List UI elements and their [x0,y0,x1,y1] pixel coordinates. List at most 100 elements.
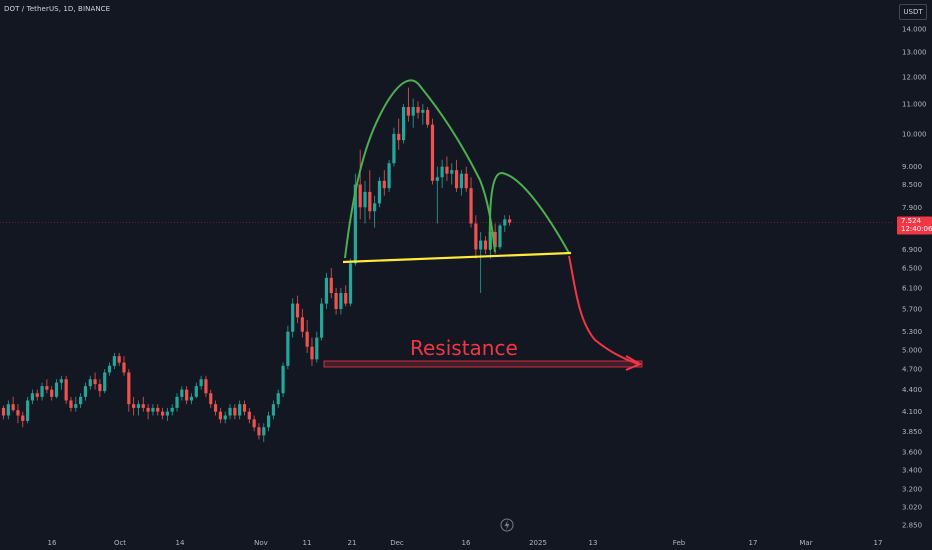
candle-body [209,393,213,405]
projection-arrow[interactable] [568,255,639,365]
x-tick-label: 14 [176,539,185,547]
candle-body [252,419,256,428]
candle-body [300,317,304,332]
candle-body [320,303,324,338]
candle-body [459,173,463,189]
candle-body [324,277,329,304]
candle-body [204,379,208,394]
candlestick-series [1,87,512,442]
y-tick-label: 5.000 [902,346,922,354]
price-axis[interactable]: 14.000 13.000 12.000 11.000 10.000 9.000 8.500… [902,26,927,530]
x-tick-label: Nov [254,539,268,547]
candle-body [233,407,237,416]
candle-body [45,386,49,390]
candle-body [160,411,165,416]
candle-body [1,407,6,416]
candle-body [213,404,218,412]
candle-body [127,372,131,405]
y-tick-label: 14.000 [902,26,927,34]
candle-body [30,393,35,401]
countdown-value: 12:40:06 [901,225,932,233]
candle-body [59,379,63,383]
y-tick-label: 3.400 [902,467,922,475]
candle-body [64,379,68,401]
candle-body [146,407,150,412]
candle-body [339,293,343,310]
current-price-tag: 7.524 12:40:06 [897,216,932,235]
candle-body [88,379,92,387]
candle-body [151,407,155,412]
y-tick-label: 6.500 [902,265,922,273]
current-price-value: 7.524 [901,217,922,225]
candle-body [26,400,30,421]
x-tick-label: 16 [462,539,471,547]
candle-body [498,225,502,248]
candle-body [194,386,198,397]
candle-body [368,191,372,212]
resistance-label[interactable]: Resistance [410,336,518,360]
candle-body [228,407,232,416]
candle-body [271,404,276,416]
candle-body [483,240,488,250]
candle-body [305,331,309,347]
candle-body [435,177,439,181]
candle-body [165,411,169,416]
candle-body [122,362,126,373]
y-tick-label: 6.100 [902,284,922,292]
candle-body [35,393,39,397]
time-axis[interactable]: 16 Oct 14 Nov 11 21 Dec 16 2025 13 Feb 17 Mar 17 [48,539,883,547]
y-tick-label: 9.000 [902,163,922,171]
candle-body [83,386,88,397]
x-tick-label: 11 [303,539,312,547]
y-tick-label: 8.500 [902,181,922,189]
candle-body [358,184,362,208]
candle-body [50,389,54,397]
resistance-zone[interactable] [323,360,643,368]
y-tick-label: 5.300 [902,328,922,336]
candle-body [348,263,353,304]
candle-body [16,410,20,416]
candle-body [170,407,174,412]
lightning-bolt-icon[interactable] [500,518,514,532]
y-tick-label: 12.000 [902,74,927,82]
y-tick-label: 11.000 [902,101,927,109]
x-tick-label: Mar [799,539,812,547]
candle-body [406,106,410,116]
currency-button[interactable]: USDT [899,4,927,20]
candle-body [112,356,116,366]
candle-body [223,415,227,420]
candle-body [281,365,285,394]
candle-body [103,372,107,392]
x-tick-label: 17 [749,539,758,547]
candle-body [334,293,338,310]
projection-arrow-head [625,355,643,371]
candle-body [79,396,83,405]
candle-body [156,407,160,412]
symbol-title[interactable]: DOT / TetherUS, 1D, BINANCE [4,5,111,13]
x-tick-label: 21 [348,539,357,547]
candle-body [508,219,512,223]
candle-body [54,382,59,397]
candle-body [74,404,78,408]
candle-body [469,188,473,224]
candle-body [445,166,449,174]
y-tick-label: 4.100 [902,408,922,416]
candle-body [189,396,194,401]
candle-body [479,240,483,250]
head-arc[interactable] [344,79,496,259]
candle-body [276,393,280,405]
x-tick-label: Dec [390,539,404,547]
right-shoulder-arc[interactable] [488,172,570,254]
candle-body [440,166,444,178]
neckline[interactable] [342,251,572,264]
candle-body [40,386,44,397]
candle-body [450,170,454,174]
candle-body [344,293,348,304]
y-tick-label: 2.850 [902,522,922,530]
candle-body [117,356,121,363]
candle-body [464,173,468,189]
candle-body [397,133,401,141]
candle-body [329,277,333,294]
candle-body [247,411,251,420]
